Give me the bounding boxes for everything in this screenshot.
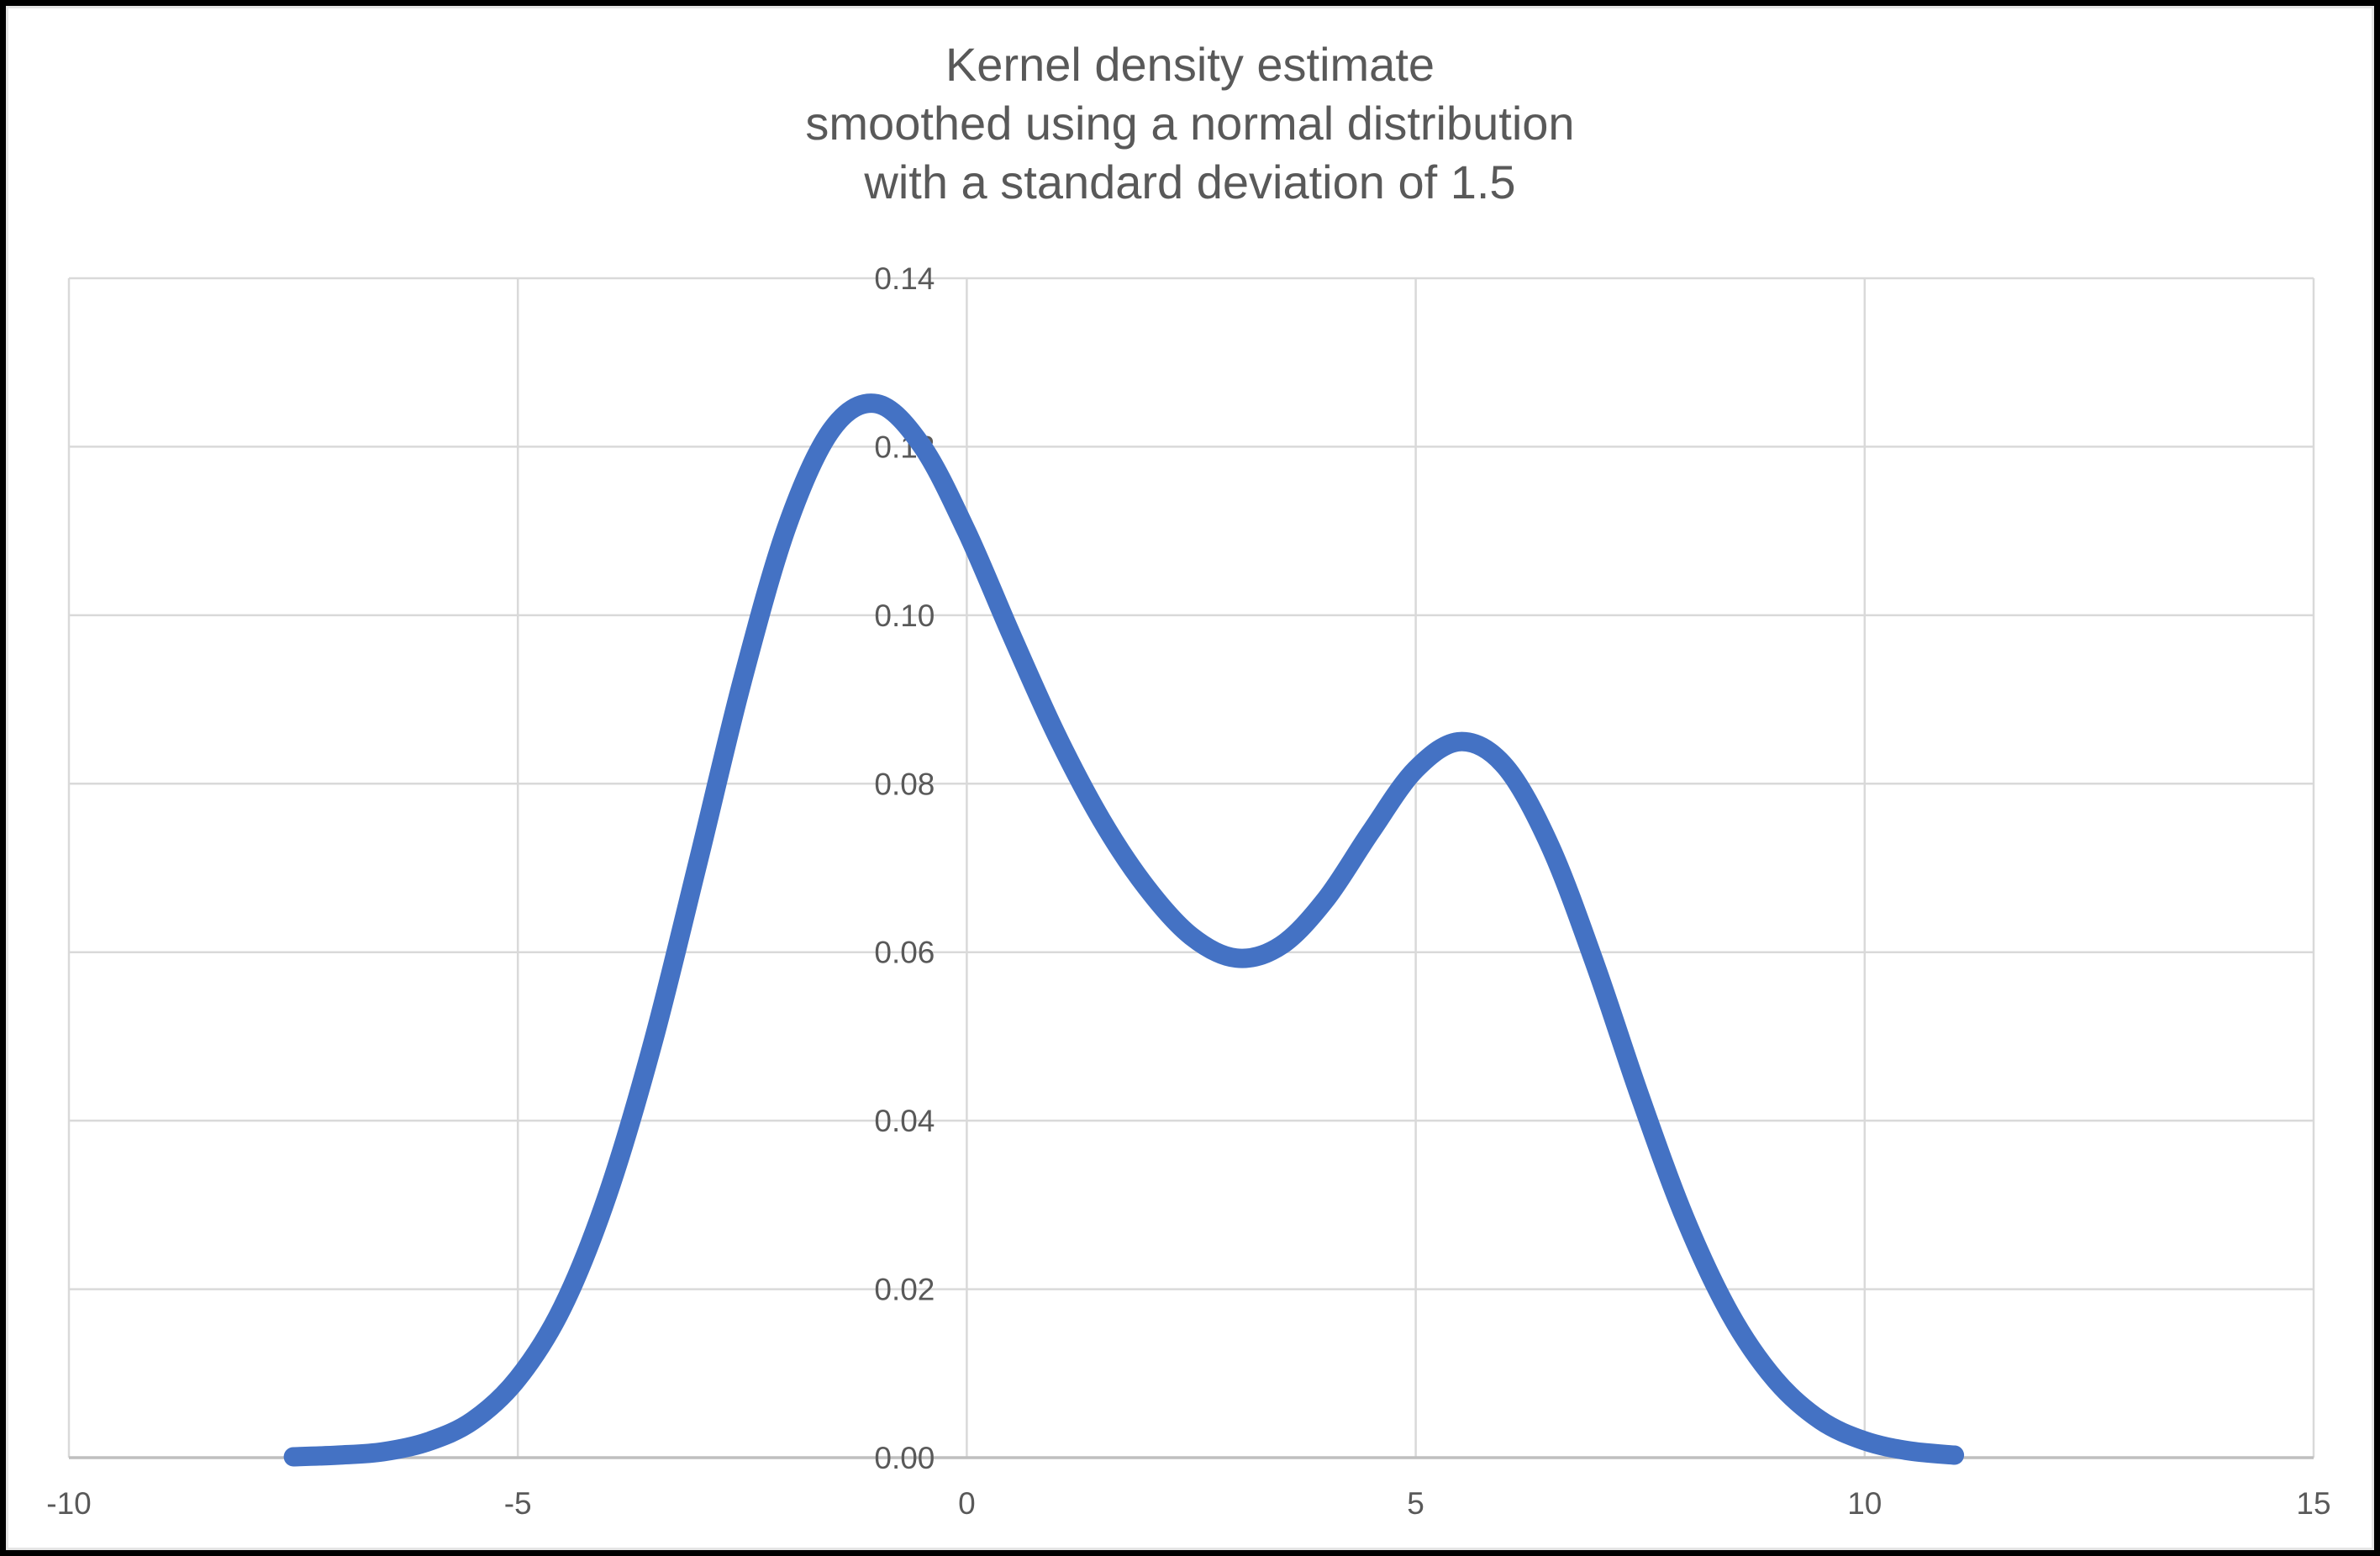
x-axis-tick-label: 10 [1847, 1486, 1882, 1521]
y-axis-tick-label: 0.00 [874, 1441, 935, 1475]
x-axis-tick-label: 15 [2296, 1486, 2330, 1521]
x-axis-tick-label: -10 [46, 1486, 91, 1521]
x-axis-tick-label: 0 [958, 1486, 976, 1521]
x-axis-tick-labels: -10 -5 0 5 10 15 [46, 1486, 2330, 1521]
plot-borders [67, 278, 2315, 1458]
chart-title-line-3: with a standard deviation of 1.5 [864, 156, 1516, 208]
x-axis-tick-label: -5 [504, 1486, 532, 1521]
y-axis-tick-label: 0.06 [874, 936, 935, 970]
y-axis-tick-label: 0.10 [874, 599, 935, 633]
kde-curve [283, 393, 1965, 1467]
y-axis-tick-labels: 0.00 0.02 0.04 0.06 0.08 0.10 0.12 0.14 [874, 261, 935, 1475]
x-axis-tick-label: 5 [1407, 1486, 1424, 1521]
gridlines [69, 277, 2314, 1459]
y-axis-tick-label: 0.04 [874, 1104, 935, 1138]
chart-title-line-2: smoothed using a normal distribution [805, 97, 1575, 150]
y-axis-tick-label: 0.14 [874, 261, 935, 296]
chart-title-line-1: Kernel density estimate [945, 38, 1435, 91]
y-axis-tick-label: 0.08 [874, 767, 935, 801]
chart-title: Kernel density estimate smoothed using a… [0, 35, 2380, 212]
y-axis-tick-label: 0.02 [874, 1273, 935, 1307]
